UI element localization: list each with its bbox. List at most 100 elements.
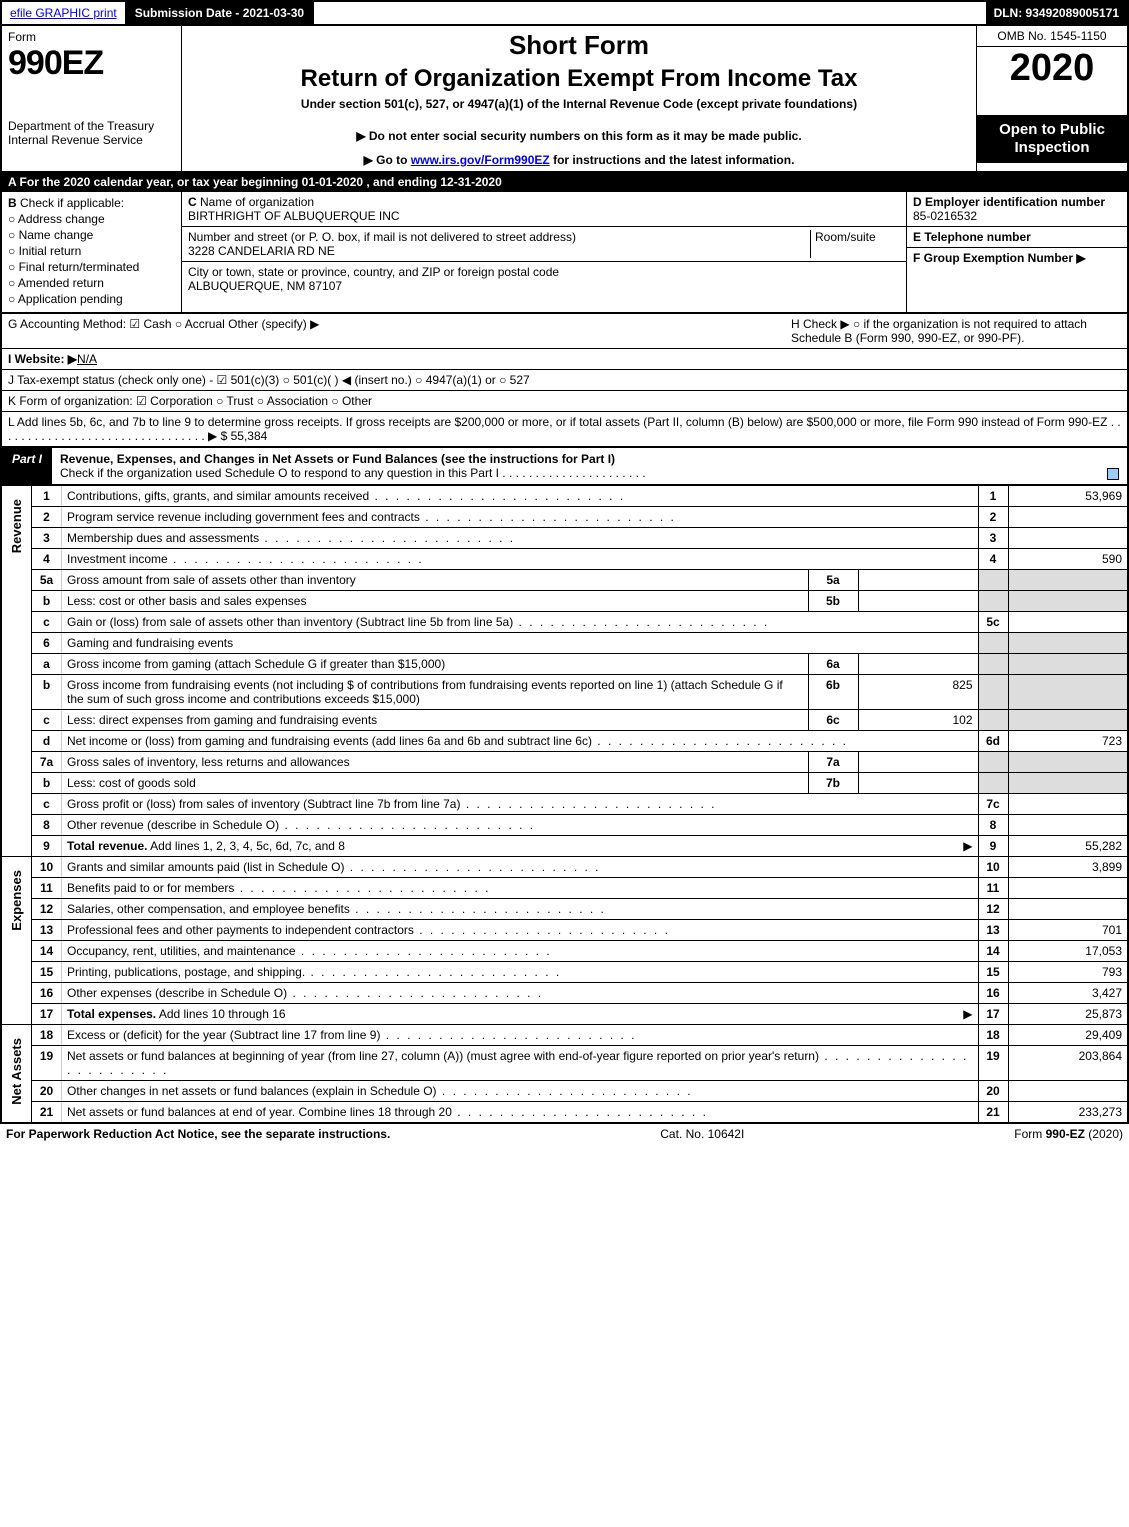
amount <box>1008 1081 1128 1102</box>
table-row: aGross income from gaming (attach Schedu… <box>1 654 1128 675</box>
submission-date: Submission Date - 2021-03-30 <box>127 2 314 24</box>
amount <box>1008 878 1128 899</box>
line-desc: Investment income <box>62 549 979 570</box>
amount <box>1008 528 1128 549</box>
line-number: 16 <box>32 983 62 1004</box>
footer: For Paperwork Reduction Act Notice, see … <box>0 1123 1129 1144</box>
line-ref: 5c <box>978 612 1008 633</box>
sub-value: 825 <box>858 675 978 710</box>
line-number: 11 <box>32 878 62 899</box>
line-desc: Gross sales of inventory, less returns a… <box>62 752 809 773</box>
h-schedule-b: H Check ▶ ○ if the organization is not r… <box>791 317 1121 345</box>
table-row: 2Program service revenue including gover… <box>1 507 1128 528</box>
table-row: 5aGross amount from sale of assets other… <box>1 570 1128 591</box>
line-number: b <box>32 591 62 612</box>
line-ref: 20 <box>978 1081 1008 1102</box>
sub-line-number: 5a <box>808 570 858 591</box>
line-desc: Excess or (deficit) for the year (Subtra… <box>62 1025 979 1046</box>
sub-line-number: 6b <box>808 675 858 710</box>
line-number: 2 <box>32 507 62 528</box>
line-desc: Program service revenue including govern… <box>62 507 979 528</box>
line-ref: 13 <box>978 920 1008 941</box>
table-row: 9Total revenue. Add lines 1, 2, 3, 4, 5c… <box>1 836 1128 857</box>
line-desc: Net assets or fund balances at end of ye… <box>62 1102 979 1123</box>
line-desc: Net income or (loss) from gaming and fun… <box>62 731 979 752</box>
amount: 3,899 <box>1008 857 1128 878</box>
efile-print[interactable]: efile GRAPHIC print <box>2 2 127 24</box>
line-desc: Membership dues and assessments <box>62 528 979 549</box>
checkbox-option[interactable]: Application pending <box>8 292 175 306</box>
line-number: 12 <box>32 899 62 920</box>
table-row: 7aGross sales of inventory, less returns… <box>1 752 1128 773</box>
checkbox-option[interactable]: Name change <box>8 228 175 242</box>
line-number: 14 <box>32 941 62 962</box>
sub-line-number: 6c <box>808 710 858 731</box>
checkbox-option[interactable]: Amended return <box>8 276 175 290</box>
table-row: 14Occupancy, rent, utilities, and mainte… <box>1 941 1128 962</box>
sub-line-number: 7b <box>808 773 858 794</box>
main-title: Return of Organization Exempt From Incom… <box>188 65 970 93</box>
form-label: Form <box>8 30 175 44</box>
part-1-header: Part I Revenue, Expenses, and Changes in… <box>0 448 1129 486</box>
sub-value: 102 <box>858 710 978 731</box>
row-k-org-form: K Form of organization: ☑ Corporation ○ … <box>0 391 1129 412</box>
checkbox-option[interactable]: Address change <box>8 212 175 226</box>
row-i-website: I Website: ▶N/A <box>0 349 1129 370</box>
line-ref: 6d <box>978 731 1008 752</box>
table-row: 16Other expenses (describe in Schedule O… <box>1 983 1128 1004</box>
dept-irs: Internal Revenue Service <box>8 133 175 147</box>
line-number: 13 <box>32 920 62 941</box>
line-desc: Less: direct expenses from gaming and fu… <box>62 710 809 731</box>
org-address: 3228 CANDELARIA RD NE <box>188 244 335 258</box>
line-number: 20 <box>32 1081 62 1102</box>
row-a-tax-year: A For the 2020 calendar year, or tax yea… <box>0 172 1129 192</box>
amount <box>1008 899 1128 920</box>
sub-line-number: 5b <box>808 591 858 612</box>
section-label: Net Assets <box>1 1025 32 1123</box>
line-desc: Other revenue (describe in Schedule O) <box>62 815 979 836</box>
top-bar: efile GRAPHIC print Submission Date - 20… <box>0 0 1129 26</box>
line-ref: 1 <box>978 486 1008 507</box>
checkbox-option[interactable]: Final return/terminated <box>8 260 175 274</box>
table-row: 17Total expenses. Add lines 10 through 1… <box>1 1004 1128 1025</box>
line-desc: Gross profit or (loss) from sales of inv… <box>62 794 979 815</box>
line-ref: 9 <box>978 836 1008 857</box>
line-desc: Occupancy, rent, utilities, and maintena… <box>62 941 979 962</box>
amount <box>1008 612 1128 633</box>
line-ref: 19 <box>978 1046 1008 1081</box>
line-desc: Total expenses. Add lines 10 through 16 … <box>62 1004 979 1025</box>
room-suite: Room/suite <box>810 230 900 258</box>
table-row: bGross income from fundraising events (n… <box>1 675 1128 710</box>
sub-value <box>858 654 978 675</box>
table-row: cLess: direct expenses from gaming and f… <box>1 710 1128 731</box>
amount: 793 <box>1008 962 1128 983</box>
dln: DLN: 93492089005171 <box>986 2 1127 24</box>
schedule-o-checkbox[interactable] <box>1107 468 1119 480</box>
table-row: 19Net assets or fund balances at beginni… <box>1 1046 1128 1081</box>
open-to-public: Open to Public Inspection <box>977 115 1127 163</box>
sub-line-number: 6a <box>808 654 858 675</box>
line-ref: 7c <box>978 794 1008 815</box>
line-ref: 8 <box>978 815 1008 836</box>
short-form-title: Short Form <box>188 30 970 61</box>
line-desc: Grants and similar amounts paid (list in… <box>62 857 979 878</box>
line-desc: Benefits paid to or for members <box>62 878 979 899</box>
sub-value <box>858 591 978 612</box>
col-def: D Employer identification number 85-0216… <box>907 192 1127 312</box>
table-row: 12Salaries, other compensation, and empl… <box>1 899 1128 920</box>
g-accounting: G Accounting Method: ☑ Cash ○ Accrual Ot… <box>8 317 791 345</box>
checkbox-option[interactable]: Initial return <box>8 244 175 258</box>
amount: 55,282 <box>1008 836 1128 857</box>
line-desc: Gross income from gaming (attach Schedul… <box>62 654 809 675</box>
line-number: 1 <box>32 486 62 507</box>
part-1-sub: Check if the organization used Schedule … <box>60 466 646 480</box>
line-number: 5a <box>32 570 62 591</box>
e-label: E Telephone number <box>913 230 1031 244</box>
efile-link[interactable]: efile GRAPHIC print <box>10 6 117 20</box>
amount: 203,864 <box>1008 1046 1128 1081</box>
line-desc: Gross income from fundraising events (no… <box>62 675 809 710</box>
subtitle: Under section 501(c), 527, or 4947(a)(1)… <box>188 97 970 111</box>
line-number: 3 <box>32 528 62 549</box>
irs-link[interactable]: www.irs.gov/Form990EZ <box>411 153 550 167</box>
section-label: Revenue <box>1 486 32 857</box>
